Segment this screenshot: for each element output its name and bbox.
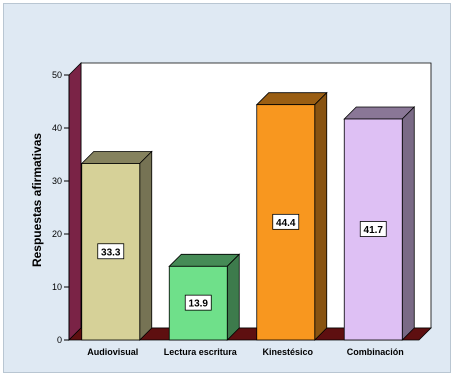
bar-side xyxy=(226,253,240,341)
data-label: 13.9 xyxy=(189,299,209,310)
y-tick-label: 50 xyxy=(52,70,62,80)
data-label-box xyxy=(272,213,300,230)
bar xyxy=(168,265,228,341)
y-tick-label: 40 xyxy=(52,123,62,133)
data-label-box xyxy=(184,294,212,311)
data-label: 41.7 xyxy=(364,225,384,236)
data-label: 33.3 xyxy=(101,247,121,258)
y-tick-label: 10 xyxy=(52,282,62,292)
data-label-box xyxy=(97,243,125,260)
y-tick-label: 30 xyxy=(52,176,62,186)
data-label: 44.4 xyxy=(276,218,296,229)
bar-side xyxy=(401,106,415,341)
y-tick-label: 20 xyxy=(52,229,62,239)
y-axis-title: Respuestas afirmativas xyxy=(30,133,44,267)
side-wall xyxy=(68,62,82,341)
x-tick-label: Combinación xyxy=(347,347,404,357)
x-tick-label: Audiovisual xyxy=(87,347,138,357)
x-tick-label: Lectura escritura xyxy=(164,347,238,357)
bar-side xyxy=(139,150,153,341)
data-label-box xyxy=(359,221,387,237)
bar-side xyxy=(314,91,328,341)
x-tick-label: Kinestésico xyxy=(262,347,313,357)
y-tick-label: 0 xyxy=(57,335,62,345)
